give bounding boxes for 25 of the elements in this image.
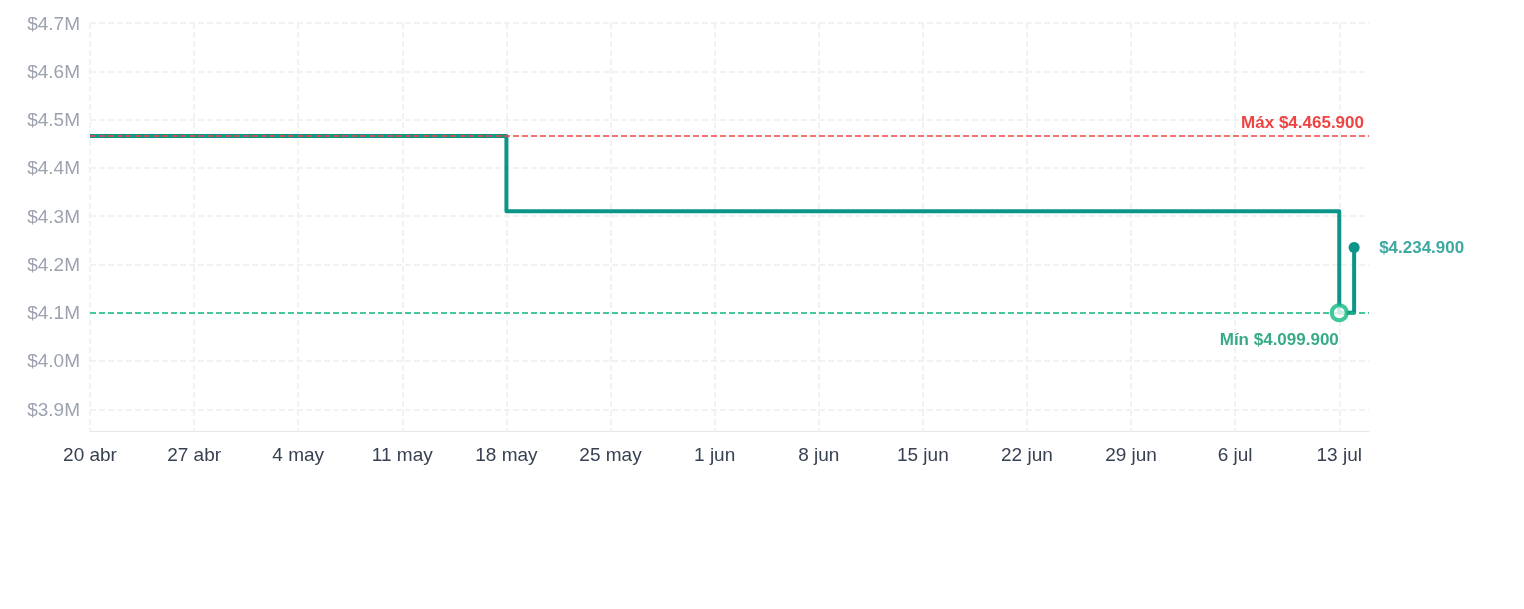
annotation: $4.234.900	[1379, 238, 1465, 258]
x-tick-label: 1 jun	[694, 444, 736, 465]
annotation: Mín $4.099.900	[1219, 330, 1339, 350]
y-tick-label: $4.6M	[27, 60, 80, 82]
y-tick-label: $4.2M	[27, 253, 80, 275]
x-tick-label: 22 jun	[1001, 444, 1053, 465]
x-tick-label: 4 may	[272, 444, 325, 465]
x-tick-label: 11 may	[371, 444, 434, 465]
ref-line-label: Máx $4.465.900	[1241, 113, 1364, 133]
x-tick-label: 20 abr	[63, 444, 118, 465]
x-tick-label: 6 jul	[1217, 444, 1253, 465]
y-tick-label: $4.3M	[27, 205, 80, 227]
x-tick-label: 15 jun	[896, 444, 949, 465]
x-tick-label: 13 jul	[1316, 444, 1362, 465]
x-tick-label: 25 may	[579, 444, 643, 465]
y-tick-label: $4.0M	[27, 350, 80, 372]
x-tick-label: 29 jun	[1105, 444, 1157, 465]
y-tick-label: $4.5M	[27, 109, 80, 131]
y-tick-label: $3.9M	[27, 398, 80, 420]
x-tick-label: 18 may	[475, 444, 539, 465]
y-tick-label: $4.1M	[27, 302, 80, 324]
y-tick-label: $4.7M	[27, 12, 80, 34]
x-tick-label: 8 jun	[798, 444, 840, 465]
x-tick-label: 27 abr	[167, 444, 222, 465]
y-tick-label: $4.4M	[27, 157, 80, 179]
